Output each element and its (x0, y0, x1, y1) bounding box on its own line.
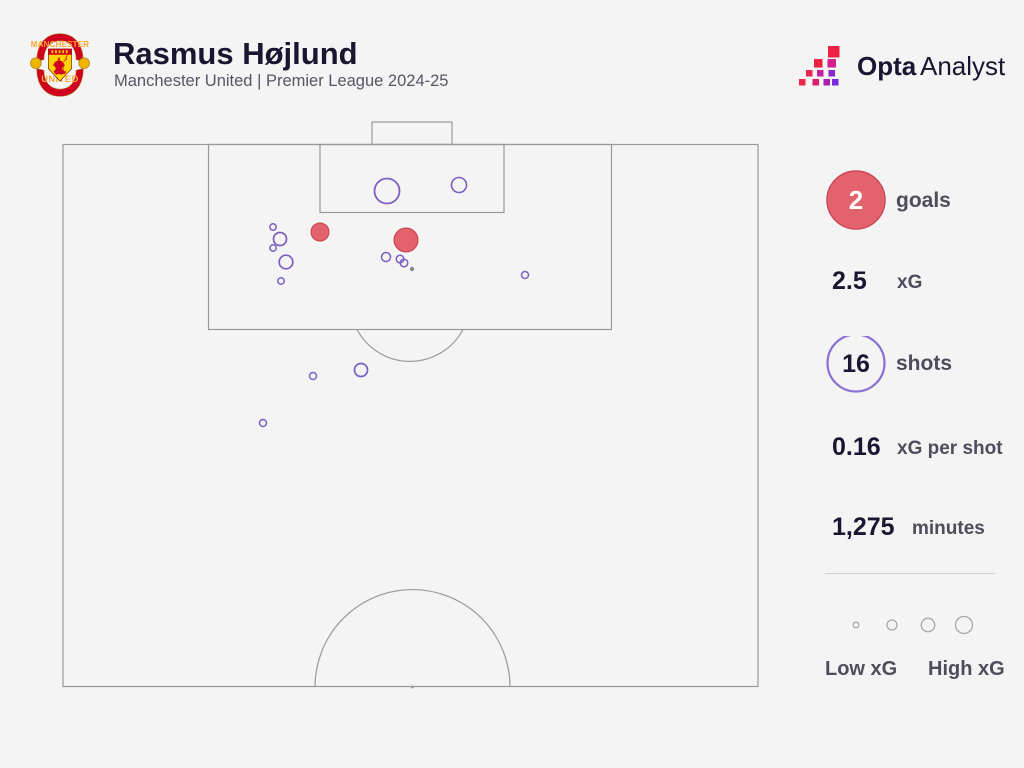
svg-text:goals: goals (896, 189, 951, 212)
svg-text:minutes: minutes (912, 518, 985, 539)
svg-text:0.16: 0.16 (832, 433, 881, 461)
svg-text:2.5: 2.5 (832, 267, 867, 295)
svg-text:shots: shots (896, 352, 952, 375)
svg-text:1,275: 1,275 (832, 513, 895, 541)
svg-text:xG per shot: xG per shot (897, 438, 1003, 459)
svg-text:2: 2 (849, 185, 863, 215)
svg-text:16: 16 (842, 350, 870, 378)
svg-text:xG: xG (897, 272, 922, 293)
